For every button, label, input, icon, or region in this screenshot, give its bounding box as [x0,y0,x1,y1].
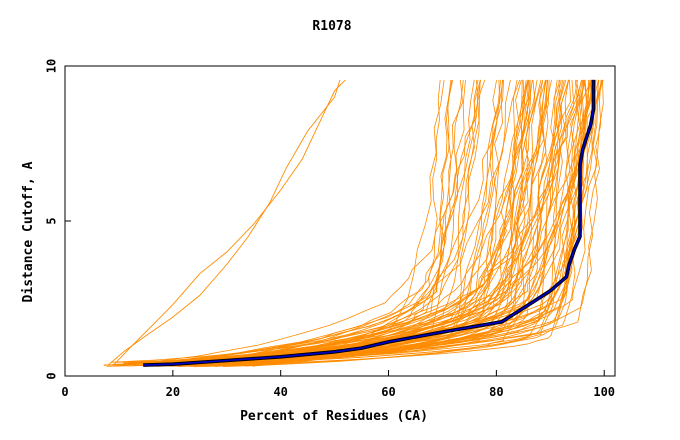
model-lines [103,79,604,368]
model-series-line [122,79,521,366]
chart-title: R1078 [312,19,351,34]
model-series-line [103,79,586,366]
model-series-line [114,79,583,366]
y-tick-label: 5 [45,217,59,224]
model-series-line [244,79,501,367]
y-tick-label: 0 [45,372,59,379]
model-series-line [156,79,561,367]
model-series-line [165,79,518,365]
model-series-line [122,79,502,364]
x-tick-label: 20 [166,385,180,399]
model-series-line [112,79,588,365]
model-series-line [160,79,599,364]
model-series-line [124,79,481,365]
model-series-line [136,79,523,364]
model-series-line [166,79,546,364]
x-tick-label: 80 [489,385,503,399]
model-series-line [169,79,589,367]
model-series-line [177,79,504,365]
x-tick-label: 0 [61,385,68,399]
x-axis-label: Percent of Residues (CA) [240,409,428,424]
outlier-series-line [107,79,341,366]
outlier-series-line [113,79,346,366]
model-series-line [132,79,592,366]
x-axis-ticks: 0 20 40 60 80 100 [61,370,615,399]
model-series-line [252,79,441,367]
y-tick-label: 10 [45,59,59,73]
model-series-line [110,79,529,363]
x-tick-label: 100 [593,385,615,399]
y-axis-label: Distance Cutoff, A [21,161,36,302]
model-series-line [153,79,481,365]
y-axis-ticks: 0 5 10 [45,59,71,380]
model-series-line [222,79,597,367]
x-tick-label: 60 [381,385,395,399]
x-tick-label: 40 [273,385,287,399]
model-series-line [177,79,511,367]
model-series-line [110,79,584,366]
model-series-line [128,79,590,363]
highlight-line [143,79,596,367]
model-series-line [151,79,464,364]
model-series-line [158,79,560,363]
model-series-line [227,79,582,366]
model-series-line [140,79,529,363]
highlight-series-line [143,79,595,366]
